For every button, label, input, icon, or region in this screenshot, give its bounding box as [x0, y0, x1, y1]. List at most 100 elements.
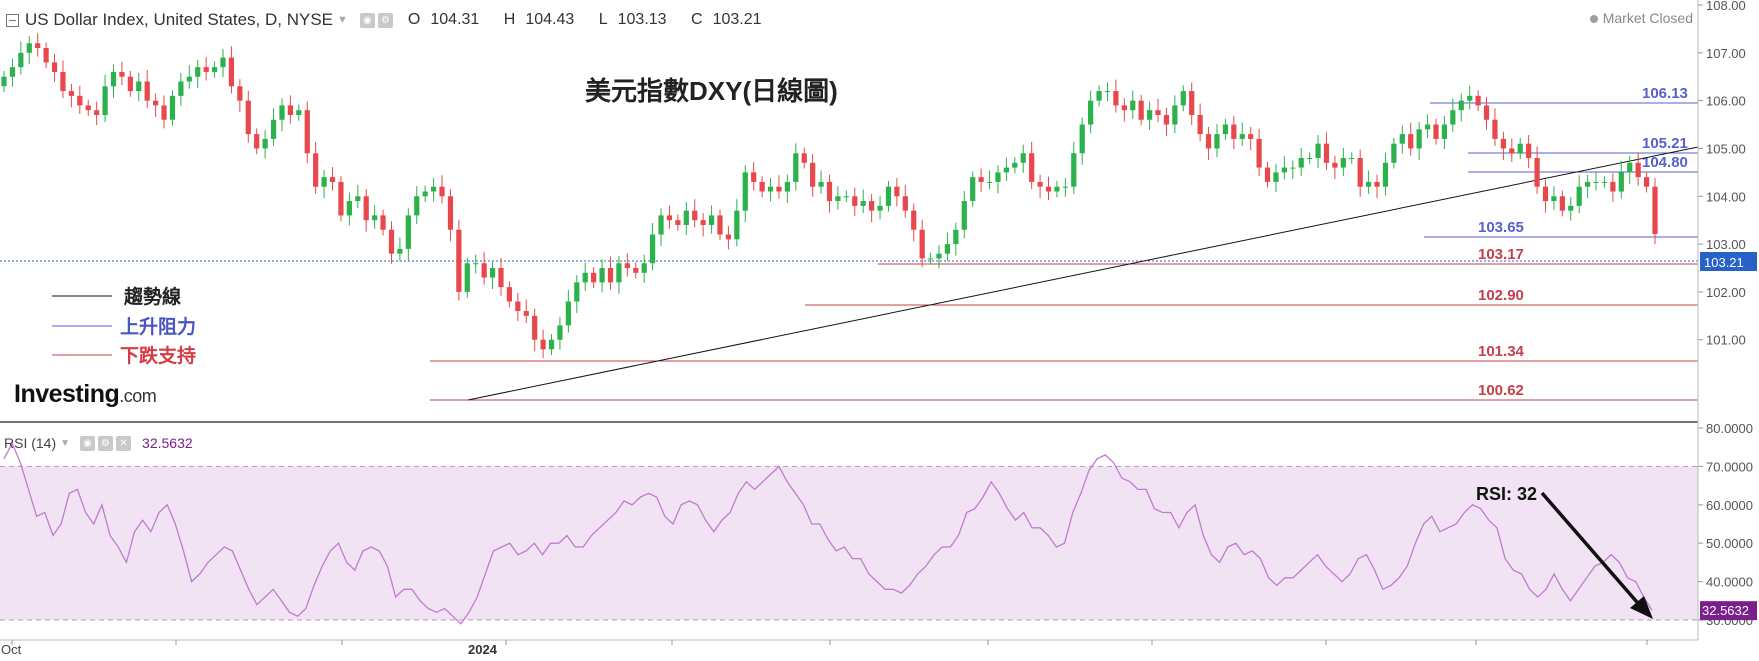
candle [1281, 156, 1287, 180]
candle-body [262, 138, 268, 149]
level-label: 101.34 [1478, 343, 1525, 360]
candle [902, 184, 908, 218]
candle [675, 214, 681, 231]
rsi-band [0, 466, 1698, 620]
candle-body [1492, 119, 1498, 139]
candle-body [498, 268, 504, 288]
candle-body [203, 67, 209, 72]
candle [1391, 137, 1397, 169]
settings-icon[interactable]: ⚙ [98, 435, 114, 451]
candle [338, 176, 344, 222]
candle [624, 253, 630, 277]
rsi-label[interactable]: RSI (14) [4, 435, 57, 451]
candle [1475, 90, 1481, 112]
candle [1610, 173, 1616, 202]
candle-body [447, 196, 454, 230]
candle-body [1029, 153, 1035, 182]
candle [1012, 157, 1018, 174]
chevron-down-icon[interactable]: ▼ [60, 437, 71, 449]
settings-icon[interactable]: ⚙ [377, 12, 393, 28]
rsi-header: RSI (14) ▼ ◉ ⚙ ✕ 32.5632 [4, 435, 193, 451]
collapse-icon[interactable] [6, 13, 19, 27]
symbol-title[interactable]: US Dollar Index, United States, D, NYSE [25, 10, 334, 29]
candle [734, 199, 740, 247]
candle [178, 72, 184, 106]
candle-body [1576, 186, 1582, 206]
candle [1568, 197, 1574, 221]
candle-body [388, 229, 395, 254]
last-price-badge [1700, 252, 1757, 271]
candle-body [1, 76, 7, 87]
candle-body [953, 229, 959, 245]
candle-body [1197, 114, 1203, 135]
rsi-line-series[interactable] [3, 441, 1653, 625]
candle-body [919, 229, 925, 259]
candle-body [515, 301, 521, 312]
candle-body [1458, 100, 1464, 111]
legend-support-label: 下跌支持 [120, 344, 196, 367]
candle [153, 93, 159, 117]
candle-body [220, 57, 226, 68]
candle [254, 128, 260, 155]
candle-body [1349, 158, 1355, 160]
candle [860, 189, 866, 214]
candle [700, 213, 706, 237]
candle-body [1222, 124, 1229, 135]
candle-body [1643, 177, 1650, 187]
candle-body [35, 43, 41, 49]
candle [927, 252, 934, 265]
candle [1298, 147, 1304, 177]
candle-body [1365, 181, 1372, 187]
open-value: 104.31 [430, 11, 480, 28]
candle [1155, 98, 1161, 123]
close-icon[interactable]: ✕ [116, 435, 132, 451]
candle-body [60, 71, 66, 92]
candle [1601, 176, 1608, 188]
price-tick-label: 104.00 [1706, 189, 1746, 204]
candle-body [195, 67, 201, 77]
candle-body [1635, 162, 1641, 178]
candle [1542, 179, 1549, 213]
candle-body [1441, 124, 1448, 139]
candle-body [700, 220, 706, 225]
candle-body [582, 272, 588, 283]
candle [599, 259, 605, 293]
candle [1290, 160, 1296, 180]
candle-body [85, 105, 91, 111]
candle [1062, 178, 1068, 197]
candle [35, 33, 41, 57]
candle-body [270, 119, 277, 139]
candle [270, 108, 277, 147]
candle-body [683, 210, 689, 225]
candle [1045, 176, 1052, 201]
candle-body [970, 177, 976, 202]
candle-body [986, 181, 993, 183]
candle-body [1382, 162, 1389, 187]
candle-body [464, 263, 470, 292]
candle [329, 167, 336, 191]
candle-body [961, 201, 967, 230]
visibility-icon[interactable]: ◉ [80, 435, 96, 451]
candle-body [321, 177, 327, 187]
candle [877, 195, 883, 220]
candle-body [1205, 134, 1212, 149]
candle-body [363, 196, 369, 221]
candle-body [1551, 196, 1557, 202]
candle-body [405, 215, 411, 249]
candle [1180, 85, 1186, 112]
candle-body [1517, 143, 1523, 154]
time-tick-label: 2024 [468, 642, 498, 657]
candlestick-series[interactable] [1, 33, 1658, 358]
candle [77, 85, 83, 115]
candle [591, 267, 597, 289]
candle [136, 72, 142, 102]
visibility-icon[interactable]: ◉ [359, 12, 375, 28]
price-tick-label: 106.00 [1706, 94, 1746, 109]
candle-body [944, 244, 951, 254]
chevron-down-icon[interactable]: ▼ [337, 14, 348, 26]
candle-body [1037, 181, 1043, 187]
candle-body [456, 229, 462, 292]
candle [1096, 85, 1102, 107]
candle [228, 46, 235, 94]
candle [195, 59, 201, 89]
